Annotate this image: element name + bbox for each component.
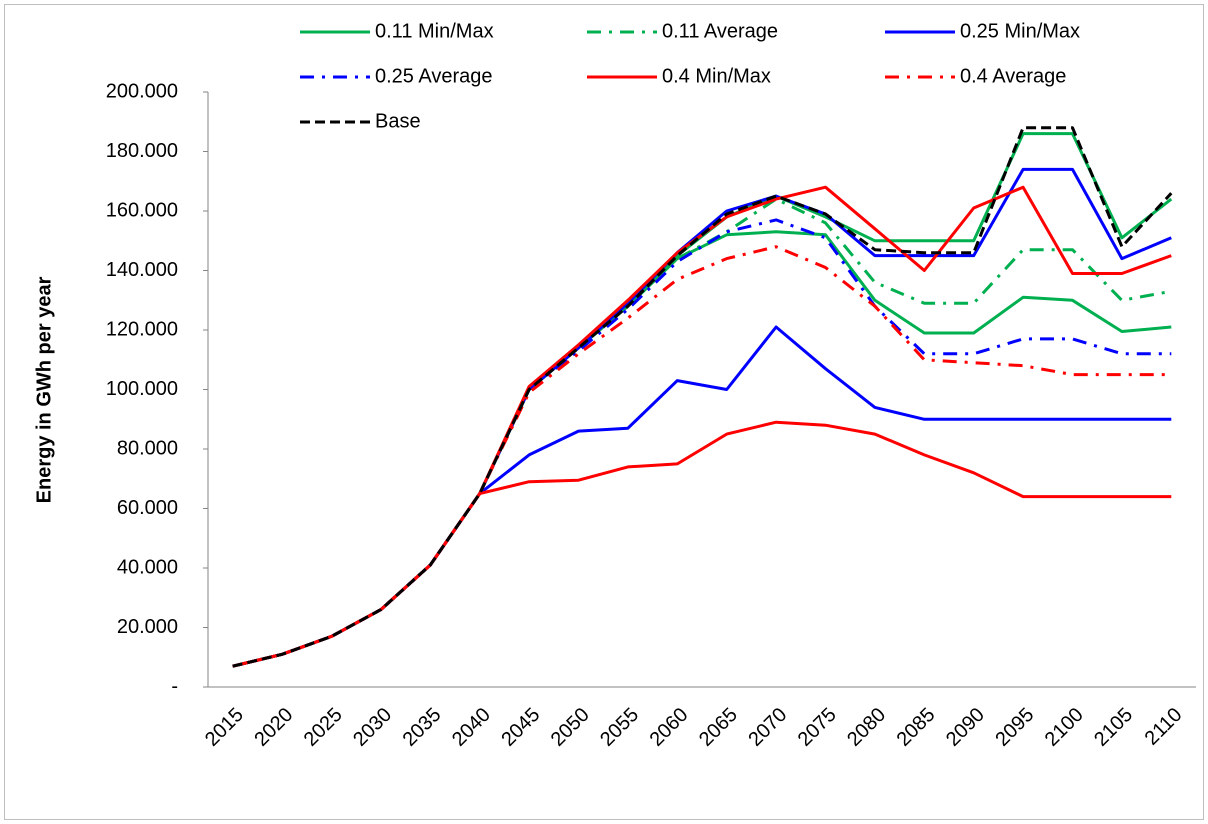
y-axis-title: Energy in GWh per year — [33, 276, 55, 503]
y-tick-label: 20.000 — [117, 616, 178, 638]
legend-label: Base — [375, 110, 421, 132]
legend-label: 0.4 Min/Max — [662, 65, 771, 87]
y-tick-label: 160.000 — [106, 199, 178, 221]
y-tick-label: 60.000 — [117, 497, 178, 519]
y-tick-label: 180.000 — [106, 140, 178, 162]
legend-label: 0.25 Min/Max — [960, 20, 1080, 42]
y-tick-label: - — [171, 675, 178, 697]
y-tick-label: 140.000 — [106, 259, 178, 281]
y-tick-label: 100.000 — [106, 378, 178, 400]
chart-frame — [4, 4, 1204, 820]
y-tick-label: 120.000 — [106, 318, 178, 340]
y-tick-label: 80.000 — [117, 437, 178, 459]
y-tick-label: 200.000 — [106, 80, 178, 102]
legend-label: 0.11 Min/Max — [375, 20, 494, 42]
legend-label: 0.4 Average — [960, 65, 1066, 87]
legend-label: 0.11 Average — [662, 20, 778, 42]
legend-label: 0.25 Average — [375, 65, 493, 87]
series-line — [232, 126, 1173, 668]
y-tick-label: 40.000 — [117, 556, 178, 578]
